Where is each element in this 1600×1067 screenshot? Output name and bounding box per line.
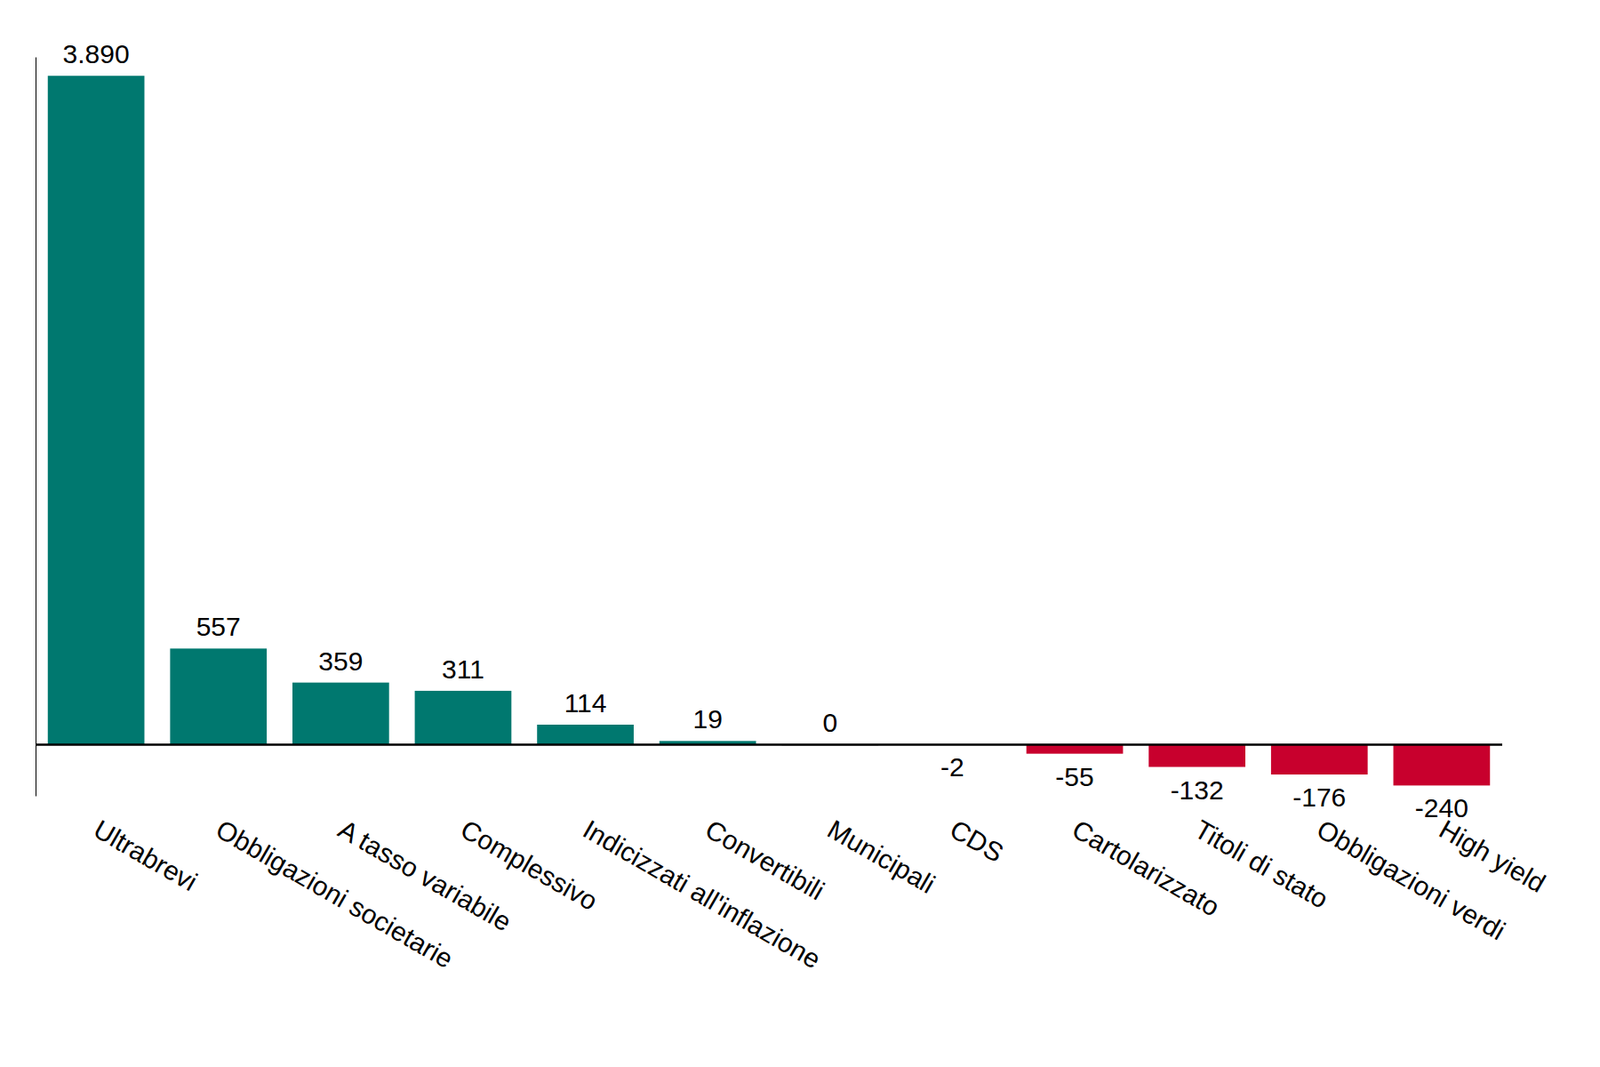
bar [169, 648, 267, 744]
x-tick: Municipali [823, 814, 941, 899]
data-label: -2 [940, 752, 965, 782]
x-tick-label: Municipali [823, 814, 941, 899]
data-label: 359 [318, 646, 363, 676]
x-tick: Titoli di stato [1189, 814, 1333, 914]
x-tick-label: Titoli di stato [1189, 814, 1333, 914]
y-axis-line [35, 57, 37, 797]
bar [1271, 744, 1368, 775]
bar [48, 75, 145, 744]
x-tick-label: High yield [1434, 814, 1552, 898]
baseline [35, 743, 1503, 746]
bar [536, 724, 634, 744]
x-tick-label: Convertibili [700, 814, 830, 906]
data-label: 0 [822, 707, 838, 737]
data-label: -132 [1170, 775, 1224, 805]
bars [48, 75, 1490, 785]
data-label: -240 [1415, 792, 1469, 823]
data-label: 114 [564, 688, 608, 718]
x-tick: CDS [944, 814, 1008, 868]
x-tick: High yield [1434, 814, 1552, 898]
bar [292, 682, 390, 744]
data-label: -55 [1055, 761, 1094, 792]
x-tick: Convertibili [700, 814, 830, 906]
data-label: 19 [693, 704, 723, 734]
x-tick: Ultrabrevi [88, 814, 203, 897]
x-tick-label: Complessivo [456, 814, 603, 916]
data-label: -176 [1292, 782, 1346, 812]
x-tick-label: Ultrabrevi [88, 814, 203, 897]
data-label: 557 [196, 611, 241, 641]
y-axis: 0 [35, 57, 1503, 797]
data-labels: 3.890 557 359 311 114 19 0 -2 -55 -132 -176 -240 [63, 39, 1469, 823]
y-tick: 0 [35, 744, 1503, 745]
x-axis: UltrabreviObbligazioni societarieA tasso… [88, 814, 1551, 975]
bar [1148, 744, 1246, 768]
data-label: 3.890 [63, 39, 130, 69]
chart: 0 UltrabreviObbligazioni societarieA tass… [0, 0, 1600, 1067]
bar [415, 690, 512, 744]
data-label: 311 [441, 654, 485, 684]
bar [1393, 744, 1491, 785]
x-tick: Complessivo [456, 814, 603, 916]
x-tick-label: CDS [944, 814, 1008, 868]
